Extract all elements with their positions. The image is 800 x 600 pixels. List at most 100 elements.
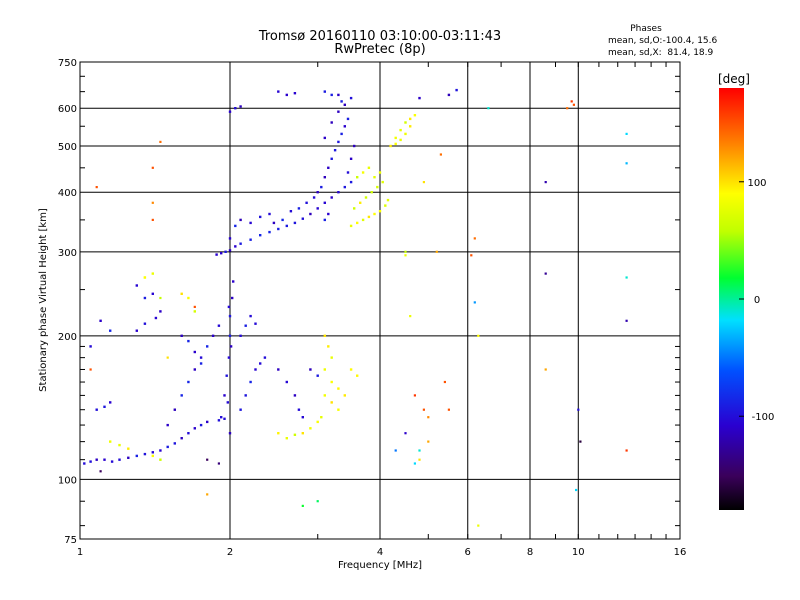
data-point-o bbox=[118, 458, 121, 461]
data-point-o bbox=[199, 356, 203, 359]
data-point-o bbox=[277, 227, 280, 231]
data-point-x bbox=[193, 310, 196, 313]
data-point-x bbox=[277, 432, 280, 435]
data-point-o bbox=[206, 345, 209, 348]
data-point-scatter bbox=[89, 368, 92, 371]
data-point-o bbox=[455, 88, 458, 92]
data-point-o bbox=[159, 310, 162, 313]
data-point-scatter bbox=[439, 153, 442, 156]
x-tick-label: 1 bbox=[77, 547, 83, 558]
data-point-o bbox=[327, 166, 330, 169]
data-point-o bbox=[229, 345, 233, 348]
data-point-x bbox=[353, 207, 356, 210]
data-point-o bbox=[239, 105, 242, 108]
data-point-o bbox=[225, 374, 228, 377]
data-point-o bbox=[135, 284, 138, 287]
data-point-scatter bbox=[151, 201, 154, 204]
data-point-o bbox=[239, 242, 242, 245]
chart-title: Tromsø 20160110 03:10:00-03:11:43 bbox=[258, 29, 501, 44]
data-point-o bbox=[228, 249, 232, 252]
data-point-o bbox=[349, 157, 353, 160]
x-axis-ticks: 1 2 4 6 8 10 16 bbox=[77, 62, 686, 558]
x-tick-label: 2 bbox=[227, 547, 233, 558]
data-point-o bbox=[268, 212, 271, 216]
data-point-o bbox=[254, 368, 257, 371]
data-point-o bbox=[323, 218, 326, 222]
data-point-o bbox=[277, 90, 280, 93]
data-point-o bbox=[343, 103, 346, 106]
data-point-o bbox=[95, 458, 98, 461]
data-point-o bbox=[220, 416, 223, 419]
y-tick-label: 300 bbox=[58, 248, 77, 259]
data-point-o bbox=[320, 185, 323, 189]
data-point-o bbox=[110, 460, 114, 463]
data-point-o bbox=[95, 408, 98, 411]
data-point-o bbox=[301, 217, 304, 220]
data-point-o bbox=[199, 423, 203, 427]
data-point-o bbox=[234, 224, 237, 228]
data-point-x bbox=[367, 166, 371, 169]
data-point-x bbox=[370, 191, 373, 194]
data-point-x bbox=[373, 176, 376, 179]
data-point-x bbox=[109, 440, 112, 443]
data-point-o bbox=[323, 90, 326, 93]
y-tick-label: 500 bbox=[58, 142, 77, 153]
data-point-o bbox=[293, 394, 297, 397]
x-axis-label: Frequency [MHz] bbox=[338, 560, 422, 571]
data-point-scatter bbox=[566, 107, 569, 110]
data-point-x bbox=[330, 380, 333, 384]
data-point-scatter bbox=[159, 140, 162, 143]
data-point-o bbox=[232, 280, 235, 283]
data-point-x bbox=[378, 171, 382, 174]
data-point-o bbox=[159, 449, 162, 452]
colorbar-label: [deg] bbox=[718, 72, 750, 86]
data-point-x bbox=[364, 196, 368, 199]
data-point-o bbox=[254, 322, 257, 325]
data-point-x bbox=[394, 142, 397, 146]
data-point-x bbox=[118, 443, 121, 447]
data-point-scatter bbox=[301, 504, 304, 507]
data-point-o bbox=[224, 250, 227, 253]
y-tick-label: 100 bbox=[58, 475, 77, 486]
data-point-o bbox=[289, 210, 293, 213]
data-point-scatter bbox=[151, 218, 154, 221]
data-point-scatter bbox=[477, 334, 480, 337]
colorbar: [deg] 100 0 -100 bbox=[718, 72, 774, 510]
data-point-scatter bbox=[217, 462, 220, 465]
data-point-x bbox=[361, 218, 365, 222]
data-point-x bbox=[409, 125, 412, 128]
data-point-scatter bbox=[99, 470, 102, 473]
data-point-o bbox=[180, 437, 183, 440]
x-tick-label: 10 bbox=[572, 547, 585, 558]
data-point-x bbox=[356, 176, 359, 179]
data-point-x bbox=[381, 180, 384, 184]
data-point-o bbox=[187, 432, 190, 435]
data-point-o bbox=[293, 92, 297, 95]
data-point-scatter bbox=[572, 103, 575, 106]
data-point-o bbox=[268, 230, 271, 234]
data-point-o bbox=[244, 394, 247, 397]
data-point-x bbox=[409, 117, 412, 121]
data-point-o bbox=[249, 238, 252, 241]
data-point-o bbox=[337, 110, 340, 113]
data-point-o bbox=[340, 132, 343, 136]
data-point-o bbox=[297, 207, 301, 210]
data-point-scatter bbox=[577, 408, 580, 411]
data-point-o bbox=[249, 221, 252, 225]
data-point-o bbox=[217, 324, 221, 327]
data-point-o bbox=[281, 218, 284, 222]
data-point-x bbox=[337, 387, 340, 390]
data-point-x bbox=[309, 427, 312, 430]
data-point-o bbox=[228, 334, 232, 337]
data-point-scatter bbox=[579, 440, 582, 443]
data-point-o bbox=[199, 362, 203, 365]
data-point-o bbox=[206, 420, 209, 424]
data-point-o bbox=[353, 144, 356, 148]
data-point-o bbox=[346, 117, 350, 121]
data-point-o bbox=[103, 458, 106, 461]
data-point-scatter bbox=[418, 458, 421, 461]
data-point-x bbox=[356, 221, 359, 225]
data-point-scatter bbox=[206, 458, 209, 461]
data-point-o bbox=[127, 456, 130, 459]
